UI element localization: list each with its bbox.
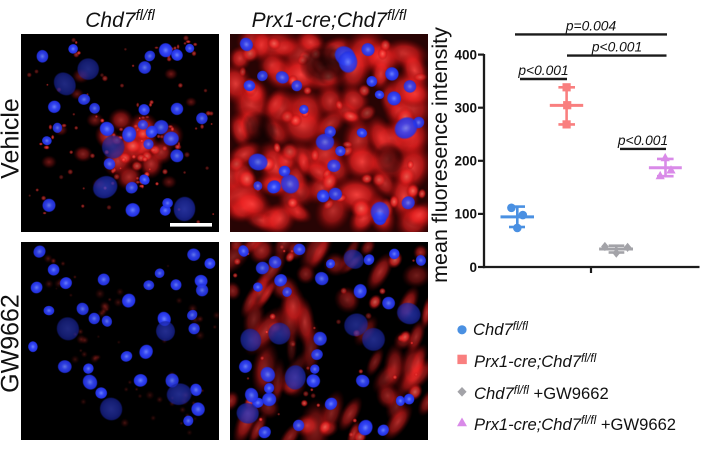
svg-text:100: 100: [454, 207, 477, 222]
svg-text:0: 0: [469, 260, 477, 275]
svg-text:400: 400: [454, 47, 477, 62]
svg-text:p<0.001: p<0.001: [591, 40, 642, 55]
svg-text:p=0.004: p=0.004: [565, 19, 617, 34]
svg-text:200: 200: [454, 154, 477, 169]
svg-text:300: 300: [454, 101, 477, 116]
svg-text:p<0.001: p<0.001: [617, 133, 668, 148]
svg-text:p<0.001: p<0.001: [517, 63, 568, 78]
svg-text:mean fluoresence intensity: mean fluoresence intensity: [430, 27, 452, 283]
